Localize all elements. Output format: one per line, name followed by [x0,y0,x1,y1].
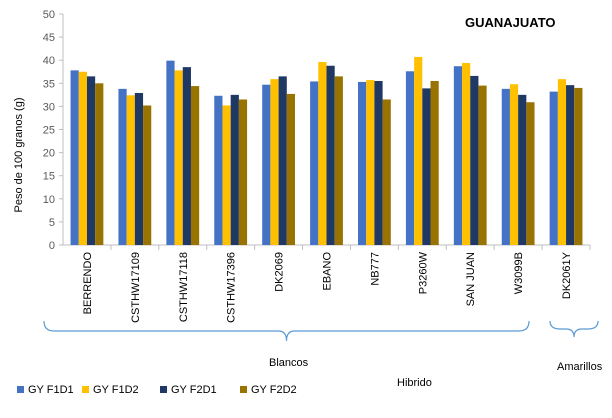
y-axis-label: Peso de 100 granos (g) [13,98,25,213]
bar [270,79,279,245]
bracket-amarillos [549,320,599,338]
category-label: NB777 [369,252,381,286]
bar [126,95,135,245]
bar [422,88,431,245]
legend-swatch [240,386,247,393]
bar [566,85,575,245]
y-tick-label: 40 [43,55,55,67]
bar [230,94,239,245]
y-tick-label: 5 [49,217,55,229]
legend-swatch [82,386,89,393]
category-label: EBANO [322,252,334,291]
bar [238,99,248,245]
bracket-blancos [43,320,530,342]
y-tick-label: 25 [43,125,55,137]
y-tick-label: 15 [43,171,55,183]
legend-swatch [17,386,24,393]
bar [214,95,223,245]
category-label: P3260W [417,251,429,294]
bar [326,65,335,245]
bar [414,56,423,245]
legend-label: GY F2D2 [251,384,297,396]
legend-label: GY F1D1 [28,384,74,396]
bar [366,80,375,245]
bar [509,84,519,245]
y-tick-label: 50 [43,9,55,21]
bar [95,83,104,245]
bar [86,76,96,246]
bar [405,71,415,246]
category-label: BERRENDO [82,252,94,315]
bar [430,80,439,246]
bar [134,93,144,245]
y-tick-label: 45 [43,32,55,44]
bar [182,67,191,245]
bar [222,105,231,245]
bar [518,94,527,245]
bar [574,87,583,245]
bar [526,102,535,245]
bar [557,79,567,245]
y-tick-label: 20 [43,148,55,160]
category-label: CSTHW17118 [178,252,190,322]
bar [382,99,391,245]
bar [166,60,175,245]
category-label: CSTHW17109 [130,252,142,323]
category-label: CSTHW17396 [226,252,238,323]
category-label: W3099B [513,252,525,294]
bar [70,70,79,245]
bar [286,93,295,246]
bar [374,80,383,246]
bar [118,88,127,246]
bar [462,62,471,245]
y-tick-label: 10 [43,194,55,206]
bar [549,91,558,245]
y-tick-label: 35 [43,78,55,90]
bar [174,70,183,245]
group-label-amarillos: Amarillos [557,361,603,373]
y-tick-label: 30 [43,101,55,113]
category-label: DK2061Y [561,251,573,299]
legend-label: GY F2D1 [171,384,217,396]
group-brackets [43,320,599,342]
bar [334,76,343,246]
bar [453,66,463,246]
bars [70,56,583,246]
category-label: SAN JUAN [465,252,477,306]
bar [358,81,367,245]
bar [262,84,271,245]
bar [501,88,510,246]
category-labels: BERRENDO CSTHW17109 CSTHW17118 CSTHW17396 DK… [82,251,573,323]
bar [478,85,487,245]
bar [310,81,319,246]
y-tick-label: 0 [49,240,55,252]
bar [470,75,479,246]
legend-swatch [160,386,167,393]
legend-label: GY F1D2 [93,384,139,396]
group-label-blancos: Blancos [269,357,309,369]
annotation-hibrido: Hibrido [397,377,432,389]
legend: GY F1D1 GY F1D2 GY F2D1 GY F2D2 [17,384,297,396]
bar [78,71,87,245]
category-label: DK2069 [274,252,286,292]
bar [143,105,152,245]
bar [278,76,287,246]
chart-title: GUANAJUATO [465,15,556,30]
bar [318,62,327,245]
bar [190,86,200,246]
